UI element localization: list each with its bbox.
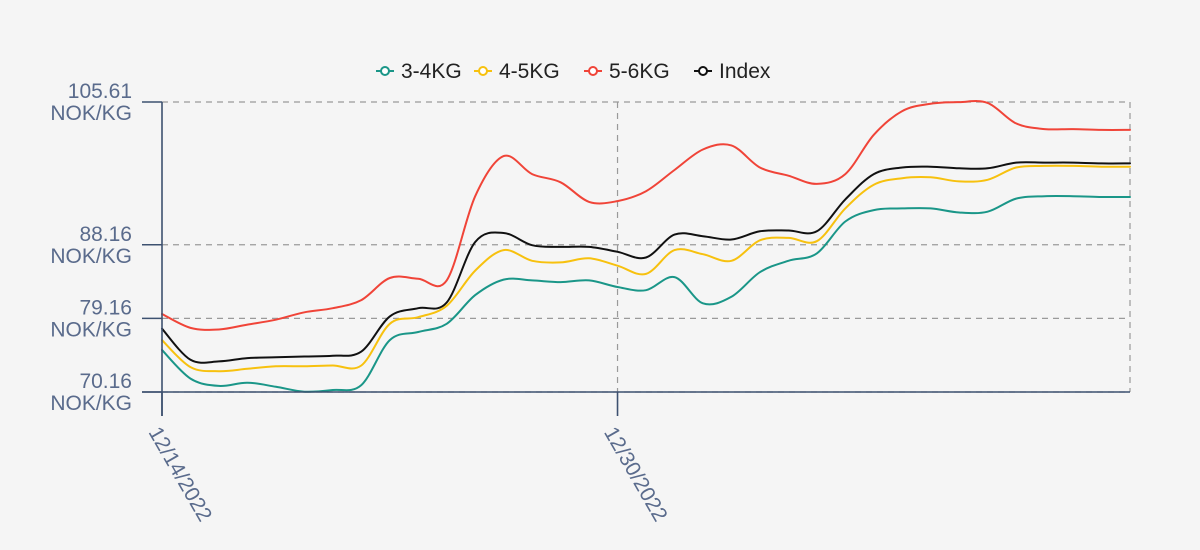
legend-marker-dot (478, 66, 488, 76)
series-line-index[interactable] (161, 161, 1131, 364)
legend-marker-dot (698, 66, 708, 76)
legend-label: 5-6KG (609, 60, 670, 83)
legend-item[interactable]: 5-6KG (584, 60, 670, 83)
legend-label: 3-4KG (401, 60, 462, 83)
legend[interactable]: 3-4KG 4-5KG 5-6KG Index (376, 60, 771, 83)
series-layer (161, 100, 1131, 393)
legend-item[interactable]: 3-4KG (376, 60, 462, 83)
legend-marker-dot (380, 66, 390, 76)
y-tick-unit: NOK/KG (50, 102, 132, 125)
y-tick-unit: NOK/KG (50, 392, 132, 415)
y-tick-value: 88.16 (79, 223, 132, 246)
y-tick-unit: NOK/KG (50, 245, 132, 268)
legend-item[interactable]: 4-5KG (474, 60, 560, 83)
y-tick-label: 105.61 NOK/KG (50, 80, 132, 125)
legend-marker-dot (588, 66, 598, 76)
y-tick-value: 105.61 (68, 80, 132, 103)
y-tick-label: 79.16 NOK/KG (50, 296, 132, 341)
series-line-4-5kg[interactable] (161, 164, 1131, 373)
grid-layer (162, 101, 1131, 393)
y-tick-value: 79.16 (79, 296, 132, 319)
y-tick-value: 70.16 (79, 370, 132, 393)
legend-label: Index (719, 60, 771, 83)
series-line-5-6kg[interactable] (161, 100, 1131, 331)
y-tick-label: 88.16 NOK/KG (50, 223, 132, 268)
x-tick-label: 12/30/2022 (599, 423, 671, 526)
legend-item[interactable]: Index (694, 60, 771, 83)
x-tick-label: 12/14/2022 (144, 423, 216, 526)
y-tick-unit: NOK/KG (50, 318, 132, 341)
series-line-3-4kg[interactable] (161, 194, 1131, 393)
legend-label: 4-5KG (499, 60, 560, 83)
y-tick-label: 70.16 NOK/KG (50, 370, 132, 415)
